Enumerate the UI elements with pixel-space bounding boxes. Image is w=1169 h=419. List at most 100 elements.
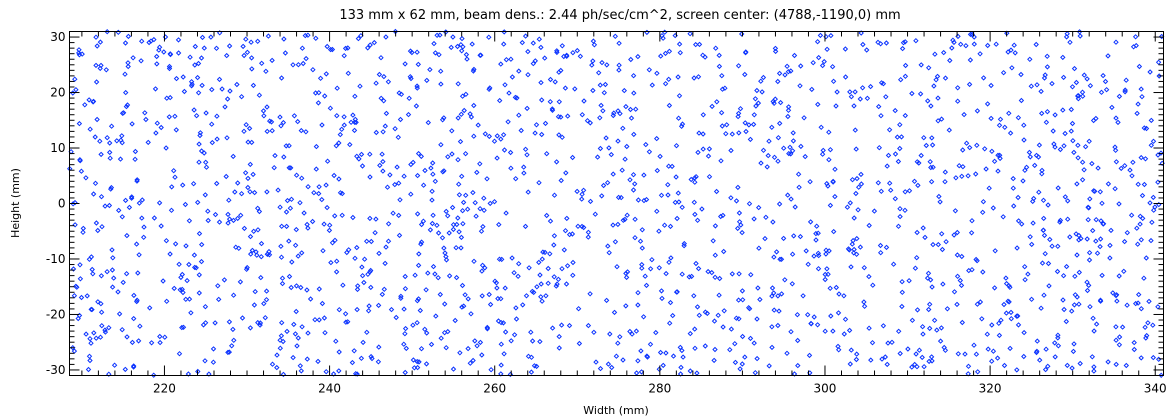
data-point — [533, 122, 540, 128]
data-point — [329, 240, 336, 246]
data-point — [157, 339, 163, 346]
data-point — [598, 193, 605, 199]
data-point — [450, 226, 457, 233]
data-point — [1035, 154, 1042, 160]
data-point — [264, 189, 270, 195]
data-point — [935, 95, 941, 101]
data-point — [635, 358, 641, 364]
data-point — [467, 360, 474, 366]
data-point — [469, 41, 475, 47]
data-point — [341, 114, 347, 120]
data-point — [512, 175, 519, 182]
data-point — [283, 223, 290, 230]
data-point — [443, 257, 450, 263]
data-point — [1116, 93, 1123, 100]
data-point — [194, 74, 201, 81]
data-point — [776, 120, 783, 127]
data-point — [525, 189, 531, 195]
data-point — [918, 62, 924, 68]
data-point — [454, 221, 460, 228]
data-point — [381, 286, 388, 293]
data-point — [991, 158, 998, 165]
data-point — [1039, 171, 1045, 177]
data-point — [943, 238, 949, 245]
data-point — [1070, 137, 1076, 144]
data-point — [225, 220, 231, 226]
data-point — [240, 43, 246, 50]
data-point — [1072, 292, 1079, 298]
data-point — [892, 151, 899, 157]
data-point — [542, 120, 549, 127]
data-point — [122, 366, 129, 373]
data-point — [431, 40, 437, 47]
data-point — [359, 163, 366, 169]
data-point — [498, 362, 504, 368]
data-point — [202, 159, 209, 166]
data-point — [662, 50, 669, 57]
data-point — [916, 160, 922, 166]
data-point — [380, 158, 386, 165]
data-point — [106, 149, 113, 156]
data-point — [842, 74, 849, 80]
data-point — [176, 261, 182, 268]
data-point — [580, 224, 587, 231]
data-point — [845, 246, 852, 252]
data-point — [972, 171, 979, 177]
data-point — [482, 131, 489, 137]
data-point — [919, 354, 925, 361]
data-point — [305, 32, 311, 38]
data-point — [1028, 83, 1035, 89]
data-point — [994, 355, 1001, 361]
data-point — [373, 129, 380, 136]
data-point — [898, 134, 905, 140]
data-point — [228, 343, 235, 349]
data-point — [104, 134, 110, 141]
data-point — [758, 78, 764, 84]
data-point — [175, 37, 182, 43]
data-point — [776, 70, 783, 77]
data-point — [1038, 88, 1044, 95]
data-point — [578, 196, 585, 202]
data-point — [432, 271, 438, 277]
data-point — [858, 181, 865, 187]
data-point — [385, 238, 392, 244]
data-point — [1012, 50, 1018, 56]
data-point — [887, 187, 894, 193]
data-point — [358, 151, 365, 158]
data-point — [184, 277, 190, 284]
data-point — [83, 331, 89, 337]
data-point — [841, 331, 848, 337]
data-point — [913, 37, 919, 44]
data-point — [815, 101, 821, 108]
data-point — [1005, 49, 1011, 55]
data-point — [1082, 143, 1089, 150]
data-point — [125, 33, 132, 40]
data-point — [554, 49, 560, 56]
data-point — [478, 228, 485, 234]
data-point — [564, 263, 571, 269]
data-point — [979, 209, 986, 216]
data-point — [465, 296, 471, 302]
data-point — [828, 313, 834, 319]
data-point — [832, 166, 838, 173]
chart-title: 133 mm x 62 mm, beam dens.: 2.44 ph/sec/… — [339, 8, 900, 23]
x-tick-label: 220 — [153, 382, 176, 396]
data-point — [797, 233, 804, 240]
data-point — [513, 316, 520, 322]
data-point — [630, 72, 637, 79]
data-point — [195, 60, 202, 67]
data-point — [401, 306, 407, 312]
data-point — [278, 223, 285, 230]
data-point — [148, 340, 155, 346]
data-point — [627, 328, 633, 335]
data-point — [666, 259, 672, 266]
data-point — [1069, 120, 1076, 127]
data-point — [254, 38, 261, 45]
data-point — [912, 265, 919, 271]
data-point — [129, 339, 136, 346]
data-point — [760, 74, 767, 81]
data-point — [436, 51, 442, 58]
data-point — [425, 270, 431, 276]
data-point — [326, 222, 333, 228]
data-point — [424, 77, 430, 84]
